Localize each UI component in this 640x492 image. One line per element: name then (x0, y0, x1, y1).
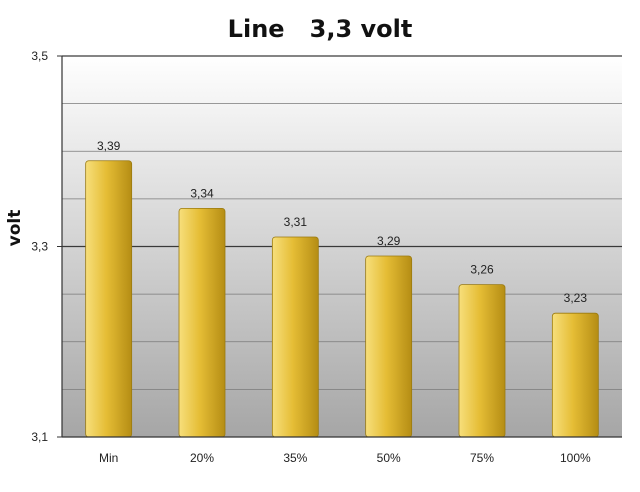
bar (365, 255, 413, 438)
y-tick-label: 3,3 (31, 240, 48, 254)
chart-title: Line 3,3 volt (228, 15, 413, 43)
axes: 3,1 3,3 3,5 (31, 49, 622, 444)
x-tick-label: 50% (377, 451, 401, 465)
x-tick-label: 75% (470, 451, 494, 465)
data-label: 3,39 (97, 139, 121, 153)
data-label: 3,31 (284, 215, 308, 229)
x-tick-label: 35% (283, 451, 307, 465)
x-tick-label: Min (99, 451, 118, 465)
x-tick-label: 100% (560, 451, 591, 465)
data-label: 3,29 (377, 234, 401, 248)
x-tick-label: 20% (190, 451, 214, 465)
data-label: 3,23 (564, 291, 588, 305)
y-tick-label: 3,1 (31, 430, 48, 444)
gridlines (62, 55, 622, 390)
bar (178, 207, 226, 438)
y-tick-label: 3,5 (31, 49, 48, 63)
data-label: 3,34 (190, 186, 214, 200)
bar (85, 160, 133, 438)
bar (551, 312, 599, 438)
bar (271, 236, 319, 438)
data-label: 3,26 (470, 263, 494, 277)
bar (458, 284, 506, 438)
bars: 3,39 Min 3,34 20% 3,31 35% 3,29 50% 3,26 75% 3,23 1… (85, 139, 599, 465)
y-axis-label: volt (5, 210, 25, 247)
